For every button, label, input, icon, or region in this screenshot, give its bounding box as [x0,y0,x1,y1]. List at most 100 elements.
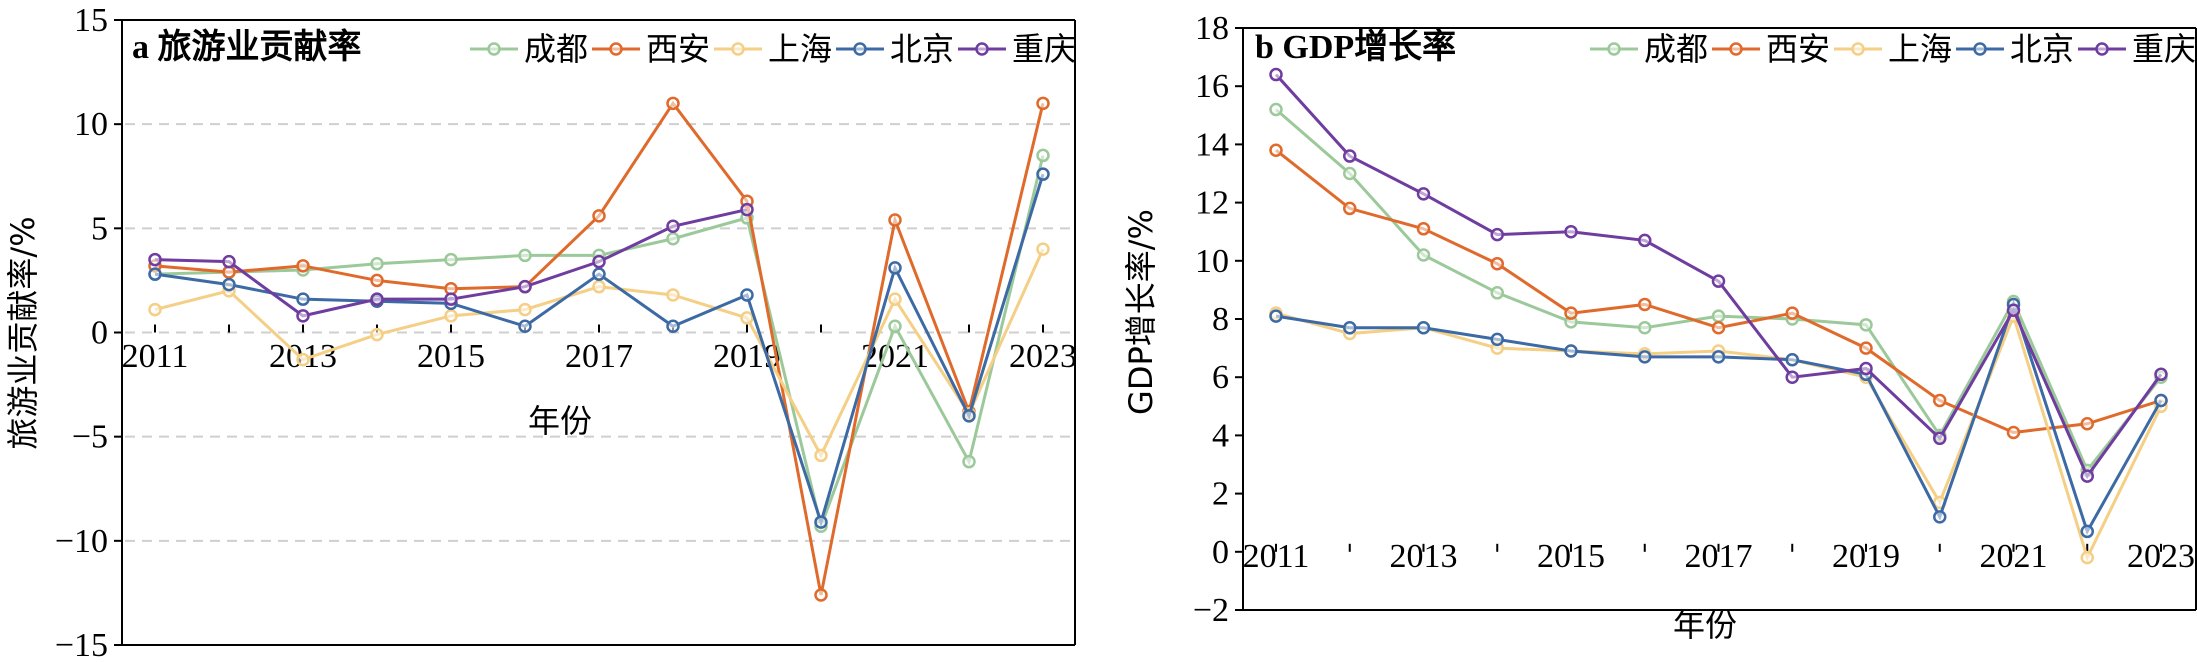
panel-a-data-point [222,277,236,292]
panel-b-y-tick-label: 2 [1212,476,1229,513]
panel-a-data-point [888,213,902,227]
panel-a-x-tick-label: 2023 [1009,338,1077,375]
panel-b-legend-label: 上海 [1888,30,1952,68]
panel-b-x-tick-label: 2013 [1390,538,1458,575]
panel-a-data-point [296,309,310,323]
panel-a-data-point [888,292,902,306]
panel-a-legend-marker [975,42,989,56]
panel-a-legend-item: 成都 [470,30,588,68]
panel-a-data-point [962,454,976,469]
panel-a-legend-label: 北京 [890,30,954,68]
panel-a-legend-item: 北京 [836,30,954,68]
panel-b-legend-item: 成都 [1590,30,1708,68]
panel-b-data-point [1269,102,1283,117]
panel-a-data-point [222,254,236,269]
panel-b-data-point [2080,469,2094,483]
panel-a-legend-marker [487,42,501,56]
panel-a-y-tick-label: −10 [55,523,108,560]
panel-b-data-point [1933,393,1947,408]
panel-b-data-point [1343,166,1357,181]
panel-a-data-point [148,302,162,317]
panel-b-data-point [1416,320,1431,335]
panel-b-data-point [1416,248,1431,262]
panel-a-legend-item: 西安 [592,30,710,68]
panel-b-y-tick-label: 16 [1195,68,1229,105]
panel-b-legend-item: 西安 [1712,30,1830,68]
panel-b-y-tick-label: 8 [1212,301,1229,338]
panel-a-data-point [444,252,458,267]
panel-a-data-point [666,288,680,302]
panel-b-data-point [1638,297,1652,312]
panel-b-data-point [2154,367,2168,382]
panel-b-series-0 [1269,102,2168,478]
panel-a-series-4 [148,202,754,323]
panel-b-data-point [1785,370,1799,384]
panel-b-data-point [1490,256,1504,271]
panel-b-series-line [1275,108,2163,474]
panel-a-data-point [148,252,162,267]
panel-b-y-tick-label: 4 [1212,417,1229,454]
panel-b-data-point [2154,393,2168,408]
panel-b-series-line [1275,149,2162,435]
panel-a-x-tick-label: 2011 [122,338,189,375]
panel-b-x-ticks: 2011 2013 2015 2017 2019 2021 2023 [1243,538,2195,575]
panel-b-series-4 [1269,67,2168,483]
panel-a-data-point [592,254,606,269]
panel-a-data-point [518,248,532,263]
panel-b-legend-marker [1851,42,1865,56]
panel-a-y-tick-label: 0 [91,315,108,352]
panel-a-data-point [370,292,384,306]
panel-b-y-tick-label: 14 [1195,126,1229,163]
panel-b-x-tick-label: 2021 [1980,538,2048,575]
panel-a-y-ticks: 15 10 5 0 −5 −10 −15 [55,2,122,662]
panel-a-legend-label: 重庆 [1012,30,1076,68]
panel-a-legend-item: 上海 [714,30,832,68]
panel-b-legend-label: 北京 [2010,30,2074,68]
panel-b-data-point [1416,187,1431,201]
panel-b-data-point [1564,344,1578,358]
panel-a-data-point [740,202,754,217]
panel-b-data-point [1564,224,1578,239]
panel-b-legend-item: 北京 [1956,30,2074,68]
panel-b-data-point [1416,222,1431,236]
panel-b-series-3 [1269,297,2168,539]
panel-a-data-point [370,327,384,342]
panel-a-legend-label: 西安 [646,30,710,68]
panel-b-data-point [2080,417,2094,431]
panel-b-data-point [1638,233,1652,248]
panel-a-data-point [444,309,458,323]
panel-b-data-point [1711,350,1726,364]
panel-a-data-point [814,448,828,463]
panel-a-y-tick-label: −5 [72,419,108,456]
panel-b-x-tick-label: 2023 [2127,538,2195,575]
panel-b-legend-marker [1973,42,1987,56]
panel-b-data-point [1638,350,1652,364]
panel-a-x-axis-label: 年份 [528,402,592,440]
panel-a-x-tick-label: 2017 [565,338,633,375]
panel-b-data-point [1490,227,1504,242]
panel-b-y-ticks: 18 16 14 12 10 8 6 4 2 0 −2 [1193,10,1243,629]
panel-a-gridlines [125,123,1072,542]
panel-b-data-point [1785,306,1799,320]
panel-a-legend-marker [609,42,623,56]
panel-b-data-point [1343,149,1357,163]
panel-b-data-point [1490,286,1504,300]
panel-b-legend-label: 西安 [1766,30,1830,68]
panel-b-data-point [1269,67,1283,82]
panel-a-data-point [814,588,828,602]
panel-b-x-tick-label: 2011 [1243,538,1310,575]
panel-b-data-point [1711,320,1726,335]
panel-b-data-point [1269,143,1283,157]
panel-b-legend-label: 重庆 [2132,30,2196,68]
panel-a-y-tick-label: −15 [55,627,108,662]
panel-a-y-tick-label: 15 [74,2,108,39]
panel-a-data-point [592,279,606,294]
panel-a-legend: 成都 西安 上海 北京 重庆 [470,30,1076,68]
panel-b-y-tick-label: 18 [1195,10,1229,47]
panel-b-y-axis-label: GDP增长率/% [1122,209,1160,415]
panel-a-data-point [888,261,902,275]
panel-a-data-point [592,267,606,281]
panel-a-series [148,96,1050,602]
